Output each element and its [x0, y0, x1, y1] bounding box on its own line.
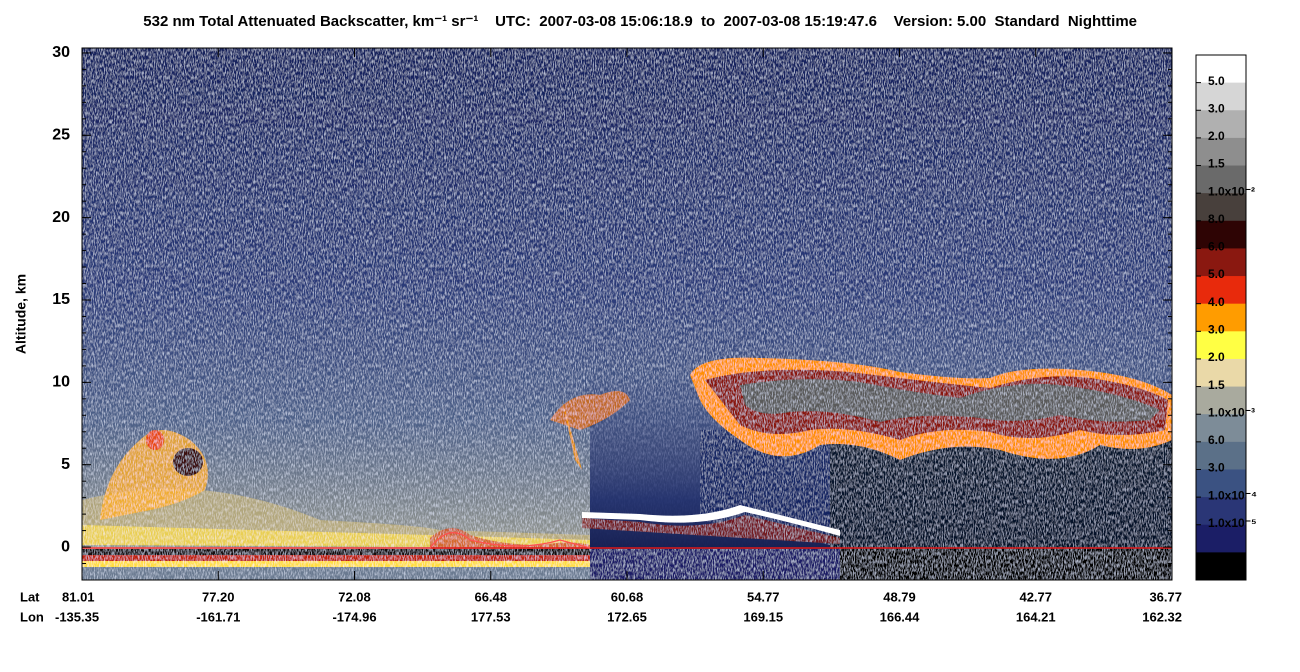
- colorbar-swatch: [1196, 414, 1246, 443]
- colorbar-swatch: [1196, 524, 1246, 553]
- x-tick-label-lat: 48.79: [883, 589, 916, 604]
- x-tick-label-lon: 172.65: [607, 609, 647, 624]
- colorbar-swatch: [1196, 137, 1246, 167]
- colorbar-swatch: [1196, 82, 1246, 111]
- colorbar-label: 1.5: [1208, 378, 1225, 392]
- colorbar-label: 8.0: [1208, 212, 1225, 226]
- x-tick-label-lat: 36.77: [1149, 589, 1182, 604]
- curtain-image: [82, 48, 1172, 580]
- y-tick-label: 5: [61, 456, 70, 473]
- x-tick-label-lat: 54.77: [747, 589, 780, 604]
- colorbar-frame: [1195, 54, 1247, 581]
- colorbar-label: 3.0: [1208, 101, 1225, 115]
- colorbar-swatch: [1196, 331, 1246, 360]
- colorbar-swatch: [1196, 248, 1246, 277]
- x-tick-label-lat: 42.77: [1019, 589, 1052, 604]
- x-tick-label-lon: 164.21: [1016, 609, 1056, 624]
- x-tick-label-lat: 81.01: [62, 589, 95, 604]
- x-tick-label-lon: -135.35: [55, 609, 99, 624]
- x-row-label: Lat: [20, 589, 40, 604]
- title-line: 532 nm Total Attenuated Backscatter, km⁻…: [122, 13, 1149, 30]
- colorbar: 5.0 3.0 2.0 1.5 1.0x10⁻² 8.0 6.0 5.0 4.0 3.0 2.0 1.…: [1195, 54, 1257, 581]
- colorbar-label: 2.0: [1208, 129, 1225, 143]
- y-tick-label: 10: [52, 374, 70, 391]
- x-tick-label-lon: 169.15: [743, 609, 783, 624]
- colorbar-swatch: [1196, 165, 1246, 194]
- x-tick-label-lon: -161.71: [196, 609, 240, 624]
- time-range: UTC: 2007-03-08 15:06:18.9 to 2007-03-08…: [495, 13, 877, 30]
- y-tick-label: 15: [52, 291, 70, 308]
- x-tick-label-lat: 66.48: [474, 589, 507, 604]
- colorbar-label: 1.0x10⁻⁴: [1208, 488, 1257, 502]
- colorbar-label: 5.0: [1208, 74, 1225, 88]
- y-tick-label: 20: [52, 209, 70, 226]
- colorbar-swatch: [1196, 386, 1246, 415]
- x-tick-label-lat: 72.08: [338, 589, 371, 604]
- x-tick-label-lon: 162.32: [1142, 609, 1182, 624]
- chart-title: 532 nm Total Attenuated Backscatter, km⁻…: [143, 13, 478, 30]
- colorbar-label: 3.0: [1208, 322, 1225, 336]
- colorbar-swatch: [1196, 552, 1246, 581]
- x-row-label: Lon: [20, 609, 44, 624]
- colorbar-label: 1.5: [1208, 157, 1225, 171]
- axes: 0 5 10 15 20 25 30 Lat Lon 81.01 -135.35 77.20 -161.…: [20, 44, 1182, 624]
- colorbar-swatch: [1196, 469, 1246, 498]
- x-tick-label-lon: 166.44: [880, 609, 921, 624]
- colorbar-swatch: [1196, 55, 1246, 84]
- version: Version: 5.00 Standard Nighttime: [894, 13, 1137, 30]
- colorbar-label: 2.0: [1208, 350, 1225, 364]
- colorbar-swatch: [1196, 497, 1246, 526]
- colorbar-label: 6.0: [1208, 240, 1225, 254]
- y-axis-label: Altitude, km: [13, 274, 29, 354]
- colorbar-swatch: [1196, 303, 1246, 332]
- colorbar-swatch: [1196, 110, 1246, 139]
- colorbar-swatch: [1196, 441, 1246, 470]
- colorbar-swatch: [1196, 193, 1246, 222]
- y-tick-label: 0: [61, 538, 70, 555]
- colorbar-label: 4.0: [1208, 295, 1225, 309]
- y-tick-label: 25: [52, 127, 70, 144]
- colorbar-label: 6.0: [1208, 433, 1225, 447]
- colorbar-swatch: [1196, 220, 1246, 249]
- colorbar-label: 1.0x10⁻³: [1208, 405, 1255, 419]
- colorbar-label: 3.0: [1208, 461, 1225, 475]
- x-tick-label-lon: -174.96: [332, 609, 376, 624]
- colorbar-swatch: [1196, 358, 1246, 388]
- colorbar-label: 1.0x10⁻²: [1208, 184, 1255, 198]
- y-tick-label: 30: [52, 44, 70, 61]
- colorbar-label: 1.0x10⁻⁵: [1208, 516, 1257, 530]
- x-tick-label-lon: 177.53: [471, 609, 511, 624]
- colorbar-label: 5.0: [1208, 267, 1225, 281]
- x-tick-label-lat: 77.20: [202, 589, 235, 604]
- x-tick-label-lat: 60.68: [611, 589, 644, 604]
- colorbar-swatch: [1196, 276, 1246, 305]
